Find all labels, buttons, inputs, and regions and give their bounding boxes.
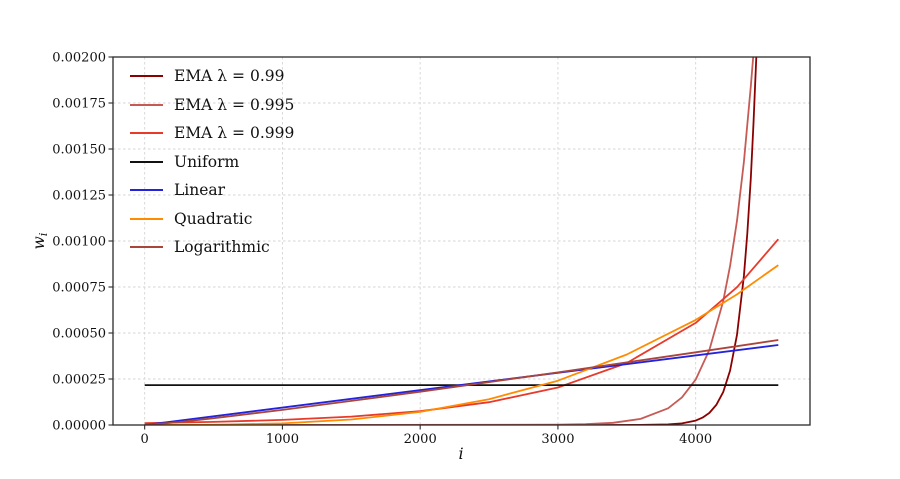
legend-label: Logarithmic xyxy=(174,238,270,257)
y-tick-label: 0.00025 xyxy=(52,373,106,388)
legend-label: EMA λ = 0.99 xyxy=(174,67,285,86)
y-tick-label: 0.00125 xyxy=(52,189,106,204)
y-tick-label: 0.00100 xyxy=(52,235,106,250)
x-tick-label: 1000 xyxy=(266,432,299,447)
y-tick-label: 0.00075 xyxy=(52,281,106,296)
legend-label: EMA λ = 0.999 xyxy=(174,124,295,143)
y-tick-label: 0.00175 xyxy=(52,97,106,112)
legend-label: Linear xyxy=(174,181,226,200)
x-tick-label: 2000 xyxy=(404,432,437,447)
legend-item-ema-0999: EMA λ = 0.999 xyxy=(130,119,294,148)
legend-line-quadratic xyxy=(130,217,163,220)
x-tick-label: 3000 xyxy=(541,432,574,447)
legend-item-linear: Linear xyxy=(130,176,294,205)
y-tick-label: 0.00050 xyxy=(52,327,106,342)
legend-line-uniform xyxy=(130,160,163,163)
legend-item-ema-0995: EMA λ = 0.995 xyxy=(130,91,294,120)
legend-line-ema-099 xyxy=(130,75,163,78)
y-axis-label: wi xyxy=(30,232,50,249)
y-tick-label: 0.00200 xyxy=(52,51,106,66)
x-tick-label: 4000 xyxy=(679,432,712,447)
legend: EMA λ = 0.99 EMA λ = 0.995 EMA λ = 0.999… xyxy=(130,62,294,262)
y-tick-label: 0.00000 xyxy=(52,419,106,434)
legend-line-logarithmic xyxy=(130,246,163,249)
legend-line-ema-0995 xyxy=(130,103,163,106)
series-line xyxy=(144,264,779,426)
series-line xyxy=(144,344,779,426)
legend-item-ema-099: EMA λ = 0.99 xyxy=(130,62,294,91)
x-tick-label: 0 xyxy=(141,432,149,447)
legend-label: EMA λ = 0.995 xyxy=(174,95,295,114)
legend-line-ema-0999 xyxy=(130,132,163,135)
tick-labels: 0 1000 2000 3000 4000 0.00000 0.00025 0.00050 0.… xyxy=(52,51,712,448)
y-tick-label: 0.00150 xyxy=(52,143,106,158)
legend-item-uniform: Uniform xyxy=(130,148,294,177)
axis-ticks xyxy=(108,56,697,430)
legend-label: Uniform xyxy=(174,152,240,171)
series-line xyxy=(144,339,779,426)
legend-label: Quadratic xyxy=(174,209,253,228)
legend-line-linear xyxy=(130,189,163,192)
legend-item-quadratic: Quadratic xyxy=(130,205,294,234)
x-axis-label: i xyxy=(458,444,463,463)
series-lines xyxy=(144,56,779,426)
legend-item-logarithmic: Logarithmic xyxy=(130,233,294,262)
